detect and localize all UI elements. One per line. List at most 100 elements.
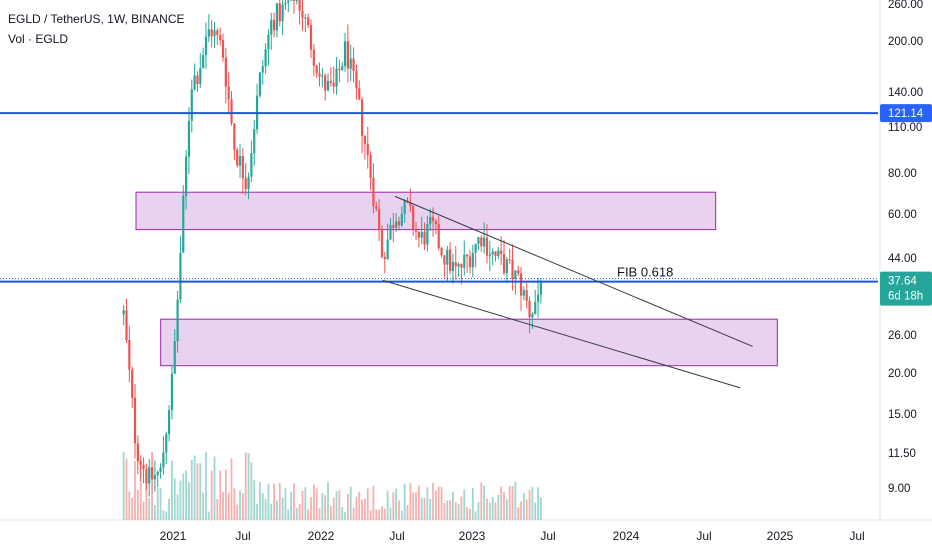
volume-bar [128, 491, 131, 520]
y-tick-label: 110.00 [888, 122, 922, 134]
candle-body [190, 89, 193, 121]
volume-bar [332, 497, 335, 520]
volume-bar [134, 460, 136, 520]
volume-bar [386, 490, 389, 520]
candle-body [443, 255, 446, 265]
candle-body [451, 262, 455, 271]
candle-body [167, 410, 171, 434]
candle-body [426, 224, 429, 245]
candle-body [142, 464, 145, 469]
volume-bar [346, 494, 349, 520]
volume-bar [505, 499, 508, 520]
candle-body [539, 281, 543, 295]
volume-bar [443, 502, 446, 520]
volume-bar [176, 494, 179, 520]
candle-body [531, 314, 534, 318]
volume-bar [284, 488, 287, 520]
volume-bar [278, 483, 281, 520]
candle-body [321, 75, 324, 77]
candle-body [156, 472, 159, 476]
volume-bar [219, 470, 222, 520]
volume-bar [457, 504, 460, 520]
candle-body [329, 80, 332, 83]
volume-bar [324, 495, 327, 520]
candle-body [292, 0, 296, 2]
candle-body [196, 75, 199, 85]
y-tick-label: 60.00 [888, 209, 917, 221]
candle-body [395, 221, 398, 228]
volume-bar [327, 482, 329, 520]
candle-body [440, 248, 443, 256]
volume-bar [338, 490, 341, 520]
volume-bar [531, 486, 534, 520]
volume-bar [190, 459, 193, 520]
volume-bar [503, 491, 505, 520]
volume-bar [344, 511, 346, 520]
volume-bar [460, 496, 463, 520]
volume-bar [148, 498, 151, 520]
candle-body [352, 58, 355, 71]
candle-body [414, 229, 418, 232]
volume-label: Vol · EGLD [8, 32, 69, 46]
candle-body [207, 29, 210, 37]
volume-bar [250, 462, 253, 520]
volume-bar [471, 488, 474, 520]
volume-bar [179, 480, 182, 520]
candle-body [258, 72, 262, 96]
candle-body [176, 299, 179, 342]
volume-bar [352, 507, 355, 520]
volume-bar [500, 486, 503, 520]
candle-body [187, 120, 191, 157]
volume-bar [364, 498, 366, 520]
candle-body [295, 0, 298, 2]
candle-body [448, 249, 452, 271]
candle-body [318, 73, 321, 77]
volume-bar [156, 487, 159, 520]
candle-body [494, 251, 497, 256]
candle-body [431, 216, 435, 222]
candle-body [485, 237, 489, 256]
candle-body [491, 251, 494, 255]
candle-body [341, 66, 344, 70]
candle-body [227, 86, 230, 100]
volume-bar [477, 501, 480, 520]
candle-body [264, 49, 267, 67]
candle-body [165, 433, 168, 453]
volume-bar [159, 487, 162, 520]
volume-bar [383, 508, 386, 520]
candle-body [261, 66, 264, 73]
volume-bar [261, 493, 264, 520]
volume-bar [287, 509, 290, 520]
candle-body [170, 373, 174, 411]
volume-bar [429, 498, 432, 520]
fib-annotation: FIB 0.618 [617, 264, 673, 279]
volume-bar [392, 492, 395, 520]
candle-body [397, 221, 401, 226]
candle-body [412, 206, 415, 230]
volume-bar [525, 499, 528, 520]
price-tag-121 [880, 104, 932, 123]
candle-body [210, 29, 213, 37]
volume-bar [329, 506, 332, 520]
candle-body [338, 68, 341, 70]
candle-body [281, 4, 284, 22]
candle-body [307, 17, 310, 26]
volume-bar [366, 488, 369, 520]
volume-bar [372, 485, 375, 520]
volume-bar [488, 502, 491, 520]
volume-bar [276, 500, 278, 520]
volume-bar [437, 486, 440, 520]
volume-bar [420, 497, 423, 520]
x-tick-label: Jul [849, 529, 864, 543]
candle-body [511, 260, 514, 280]
candle-body [136, 443, 139, 462]
candle-body [534, 302, 537, 315]
candle-body [131, 369, 134, 398]
volume-bar [432, 482, 434, 520]
volume-bar [205, 451, 207, 520]
candle-body [366, 143, 369, 156]
candle-body [125, 310, 128, 341]
volume-bar [136, 489, 139, 520]
volume-bar [508, 485, 511, 520]
volume-bar [520, 501, 522, 520]
